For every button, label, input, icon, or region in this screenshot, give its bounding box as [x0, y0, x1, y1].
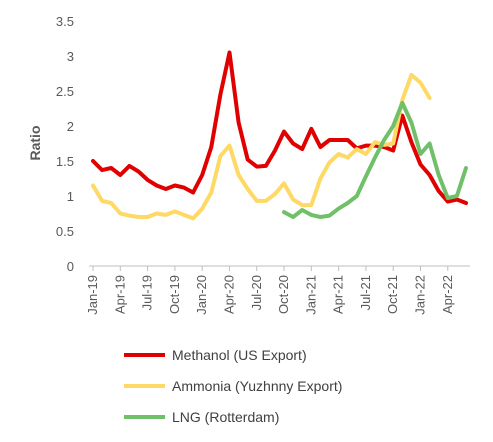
x-tick-label: Jan-20 — [194, 275, 209, 315]
y-tick-label: 0 — [67, 259, 74, 274]
legend-label: LNG (Rotterdam) — [172, 409, 279, 425]
x-tick-label: Apr-20 — [221, 275, 236, 314]
x-axis-tick-labels: Jan-19 Apr-19 Jul-19 Oct-19 Jan-20 Apr-20 Jul-… — [85, 275, 455, 315]
x-tick-label: Jan-21 — [303, 275, 318, 315]
x-tick-label: Jul-19 — [140, 275, 155, 310]
y-tick-label: 2 — [67, 119, 74, 134]
y-tick-label: 3 — [67, 49, 74, 64]
y-tick-label: 2.5 — [56, 84, 74, 99]
series-line — [282, 100, 468, 219]
x-tick-label: Jan-22 — [413, 275, 428, 315]
x-tick-label: Jul-21 — [358, 275, 373, 310]
x-tick-label: Apr-21 — [331, 275, 346, 314]
y-tick-label: 1.5 — [56, 154, 74, 169]
y-tick-label: 3.5 — [56, 14, 74, 29]
y-tick-label: 1 — [67, 189, 74, 204]
y-tick-label: 0.5 — [56, 224, 74, 239]
series-lines — [91, 50, 468, 221]
series-line — [91, 50, 468, 205]
x-tick-label: Apr-19 — [112, 275, 127, 314]
x-tick-label: Jul-20 — [249, 275, 264, 310]
x-tick-label: Oct-20 — [276, 275, 291, 314]
legend: Methanol (US Export) Ammonia (Yuzhnny Exp… — [124, 347, 342, 425]
y-axis-title: Ratio — [27, 126, 43, 161]
x-axis-ticks — [92, 266, 449, 271]
x-tick-label: Jan-19 — [85, 275, 100, 315]
legend-label: Ammonia (Yuzhnny Export) — [172, 378, 342, 394]
x-tick-label: Apr-22 — [440, 275, 455, 314]
y-axis-tick-labels: 0 0.5 1 1.5 2 2.5 3 3.5 — [56, 14, 74, 274]
series-line — [91, 72, 432, 221]
legend-label: Methanol (US Export) — [172, 347, 307, 363]
x-tick-label: Oct-21 — [385, 275, 400, 314]
x-tick-label: Oct-19 — [167, 275, 182, 314]
